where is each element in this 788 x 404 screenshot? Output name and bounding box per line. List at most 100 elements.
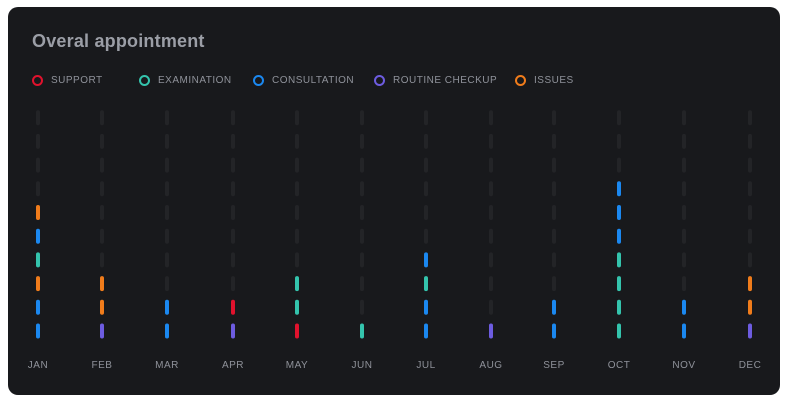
empty-slot — [748, 228, 752, 244]
empty-slot — [682, 228, 686, 244]
bar-segment-sep-consultation — [552, 299, 556, 315]
empty-slot — [360, 252, 364, 268]
empty-slot — [424, 133, 428, 149]
empty-slot — [231, 110, 235, 126]
empty-slot — [489, 157, 493, 173]
empty-slot — [100, 181, 104, 197]
bar-segment-nov-consultation — [682, 299, 686, 315]
bar-segment-sep-consultation — [552, 323, 556, 339]
empty-slot — [489, 110, 493, 126]
bar-segment-oct-examination — [617, 252, 621, 268]
bar-segment-apr-support — [231, 299, 235, 315]
empty-slot — [295, 181, 299, 197]
empty-slot — [360, 110, 364, 126]
empty-slot — [295, 133, 299, 149]
empty-slot — [748, 110, 752, 126]
x-tick-label: NOV — [672, 360, 695, 371]
empty-slot — [682, 157, 686, 173]
bar-segment-oct-examination — [617, 299, 621, 315]
x-tick-label: MAR — [155, 360, 179, 371]
bar-segment-jan-examination — [36, 252, 40, 268]
empty-slot — [165, 157, 169, 173]
legend-item-routine-checkup: ROUTINE CHECKUP — [374, 75, 497, 86]
bar-segment-dec-issues — [748, 276, 752, 292]
chart-title: Overal appointment — [32, 31, 205, 51]
empty-slot — [617, 157, 621, 173]
empty-slot — [295, 157, 299, 173]
empty-slot — [424, 181, 428, 197]
empty-slot — [295, 252, 299, 268]
empty-slot — [552, 205, 556, 220]
empty-slot — [748, 181, 752, 197]
bar-segment-jan-issues — [36, 276, 40, 292]
bar-segment-oct-examination — [617, 276, 621, 292]
empty-slot — [100, 252, 104, 268]
empty-slot — [682, 252, 686, 268]
legend-item-examination: EXAMINATION — [139, 75, 232, 86]
empty-slot — [489, 252, 493, 268]
empty-slot — [552, 252, 556, 268]
bar-segment-jul-consultation — [424, 299, 428, 315]
empty-slot — [165, 133, 169, 149]
empty-slot — [682, 205, 686, 220]
empty-slot — [295, 205, 299, 220]
bar-segment-jan-consultation — [36, 323, 40, 339]
empty-slot — [360, 299, 364, 315]
empty-slot — [165, 252, 169, 268]
empty-slot — [424, 228, 428, 244]
empty-slot — [295, 228, 299, 244]
empty-slot — [748, 157, 752, 173]
empty-slot — [360, 133, 364, 149]
empty-slot — [748, 252, 752, 268]
bar-segment-jan-consultation — [36, 228, 40, 244]
empty-slot — [231, 181, 235, 197]
empty-slot — [100, 205, 104, 220]
x-tick-label: FEB — [92, 360, 113, 371]
bar-segment-jan-issues — [36, 205, 40, 220]
empty-slot — [295, 110, 299, 126]
empty-slot — [552, 181, 556, 197]
bar-segment-dec-routine-checkup — [748, 323, 752, 339]
empty-slot — [165, 110, 169, 126]
bar-segment-nov-consultation — [682, 323, 686, 339]
empty-slot — [682, 181, 686, 197]
legend-item-issues: ISSUES — [515, 75, 574, 86]
legend-label: ISSUES — [534, 75, 574, 86]
empty-slot — [424, 205, 428, 220]
empty-slot — [360, 228, 364, 244]
empty-slot — [489, 276, 493, 292]
empty-slot — [617, 133, 621, 149]
empty-slot — [682, 133, 686, 149]
legend-marker — [253, 75, 264, 86]
bar-segment-aug-routine-checkup — [489, 323, 493, 339]
legend-label: EXAMINATION — [158, 75, 232, 86]
empty-slot — [748, 205, 752, 220]
empty-slot — [489, 133, 493, 149]
x-tick-label: DEC — [739, 360, 762, 371]
bar-segment-jun-examination — [360, 323, 364, 339]
empty-slot — [36, 133, 40, 149]
bar-segment-mar-consultation — [165, 323, 169, 339]
empty-slot — [489, 205, 493, 220]
empty-slot — [100, 157, 104, 173]
empty-slot — [165, 276, 169, 292]
empty-slot — [231, 252, 235, 268]
empty-slot — [552, 276, 556, 292]
empty-slot — [489, 228, 493, 244]
bar-segment-feb-issues — [100, 299, 104, 315]
empty-slot — [682, 276, 686, 292]
legend-label: ROUTINE CHECKUP — [393, 75, 498, 86]
bar-segment-feb-issues — [100, 276, 104, 292]
legend-label: CONSULTATION — [272, 75, 355, 86]
empty-slot — [360, 276, 364, 292]
empty-slot — [100, 110, 104, 126]
empty-slot — [682, 110, 686, 126]
empty-slot — [36, 157, 40, 173]
bar-segment-jul-consultation — [424, 252, 428, 268]
bar-segment-oct-examination — [617, 323, 621, 339]
empty-slot — [552, 228, 556, 244]
bar-segment-oct-consultation — [617, 228, 621, 244]
bar-segment-oct-consultation — [617, 205, 621, 220]
x-tick-label: JUL — [416, 360, 435, 371]
